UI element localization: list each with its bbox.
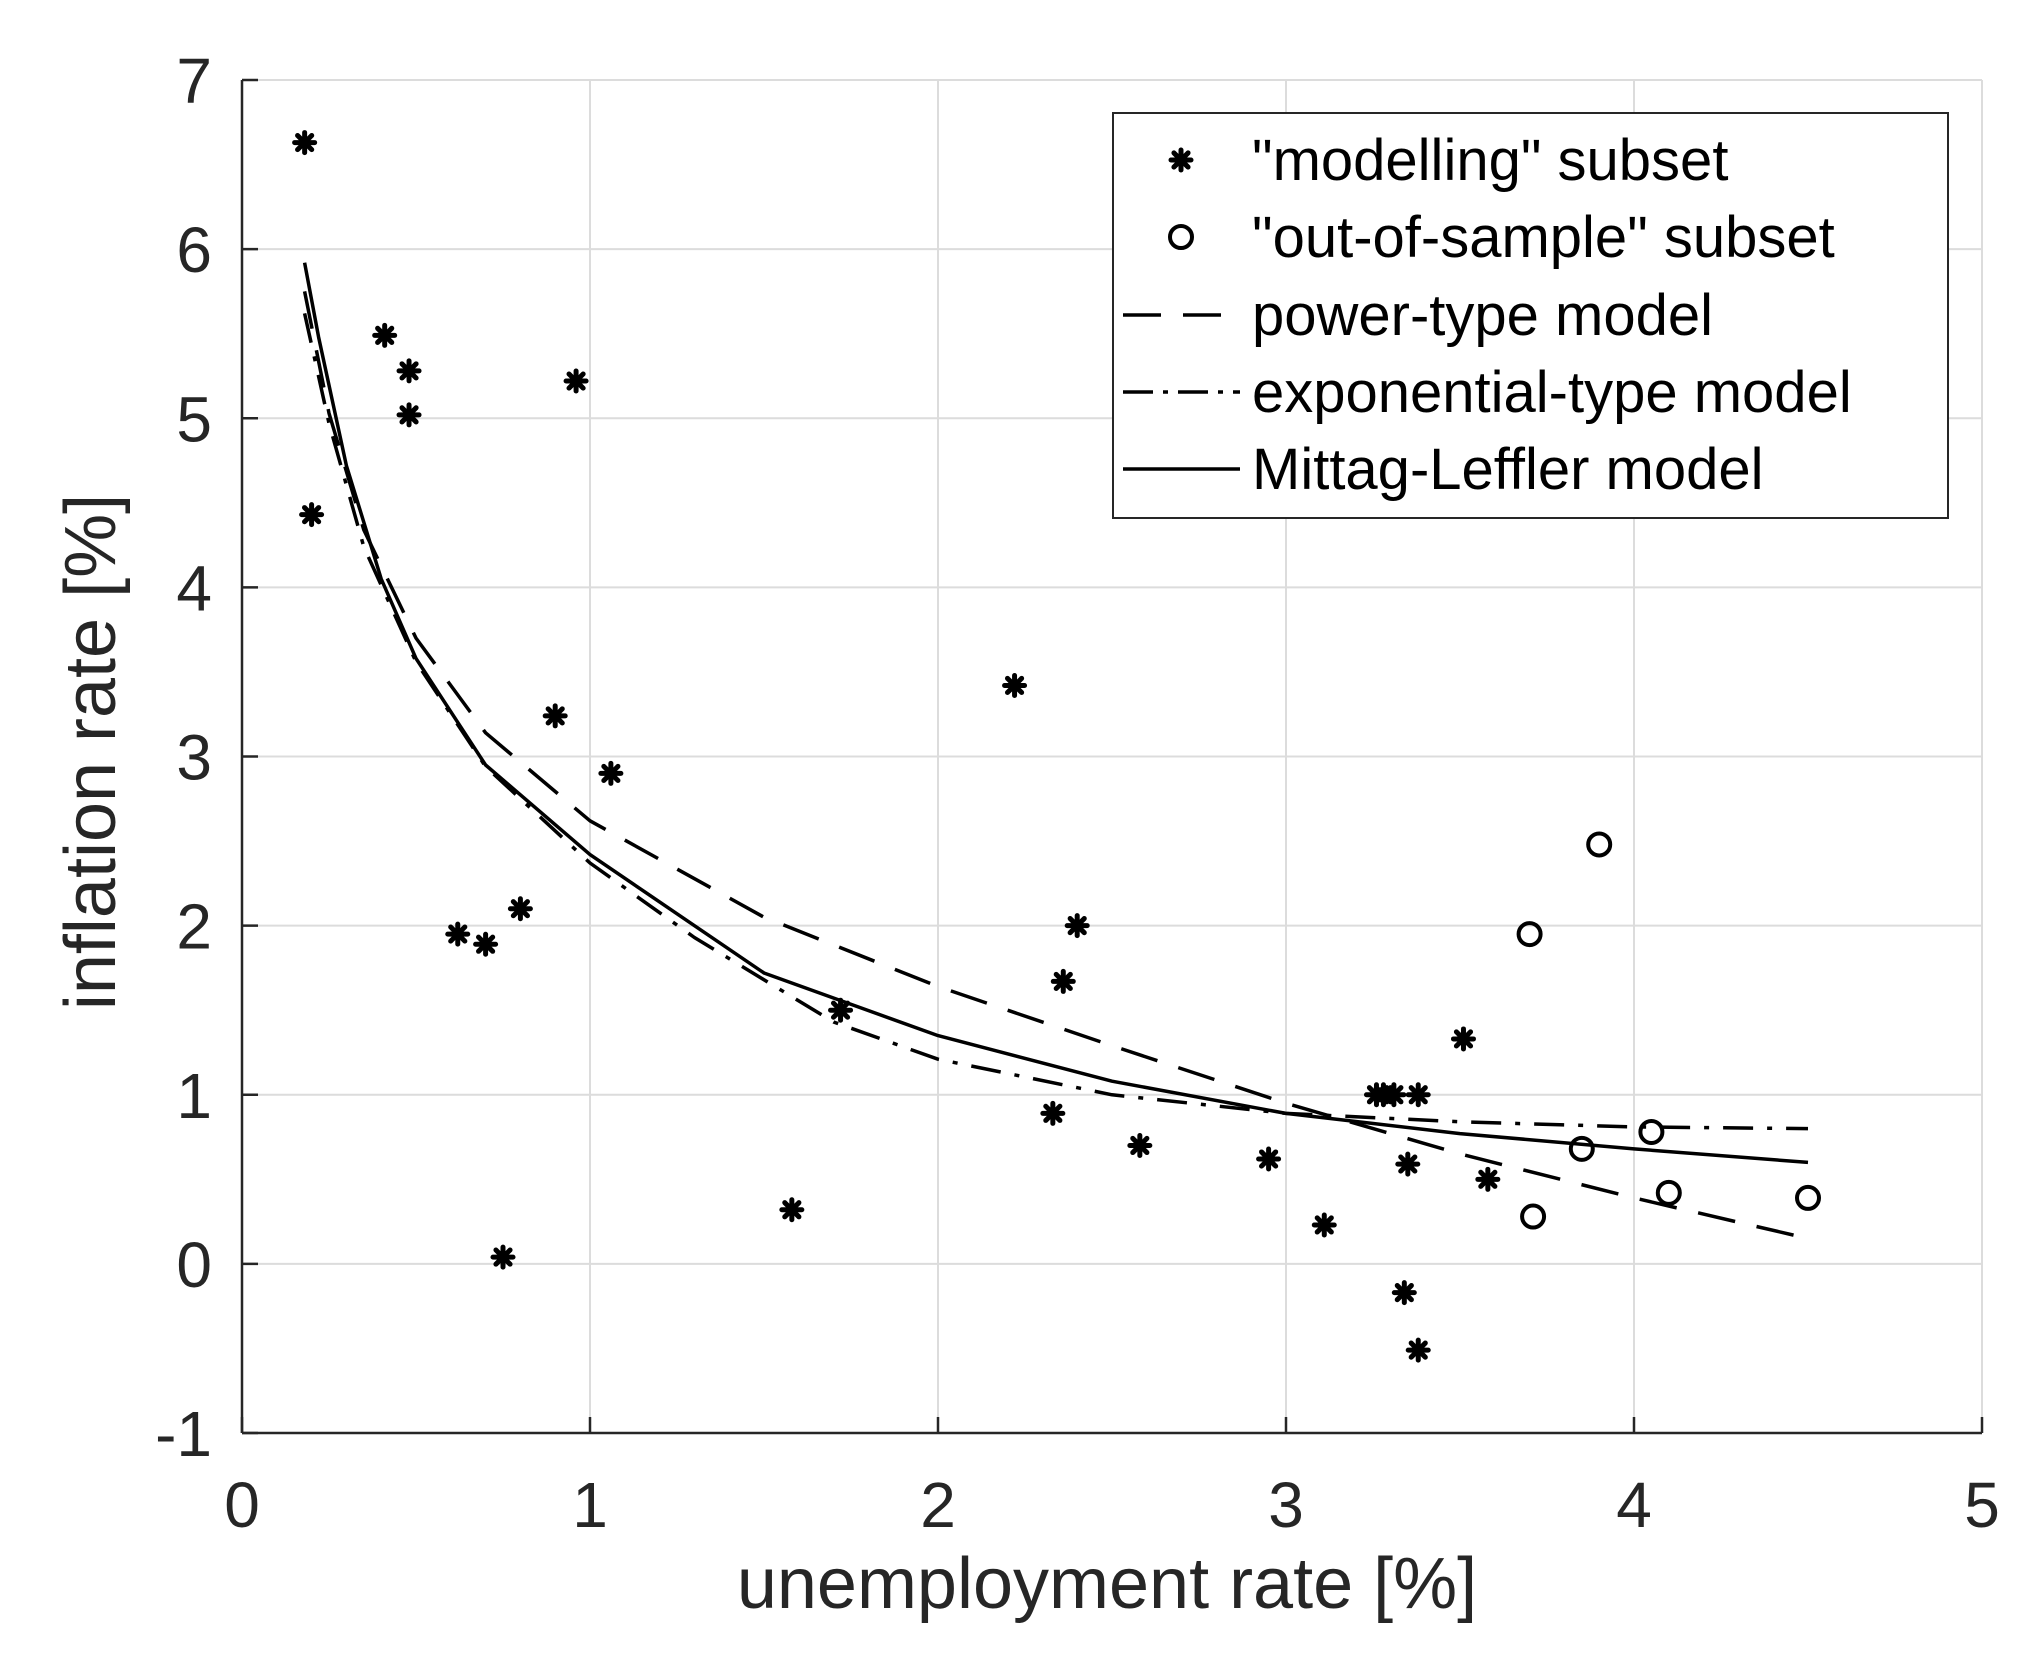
out-of-sample-point xyxy=(1568,1135,1595,1162)
legend-entry: "out-of-sample" subset xyxy=(1168,205,1835,270)
out-of-sample-point xyxy=(1638,1118,1665,1145)
modelling-point xyxy=(1127,1132,1153,1158)
y-tick-label: 4 xyxy=(176,552,212,624)
out-of-sample-point xyxy=(1586,831,1613,858)
legend-box xyxy=(1112,112,1949,519)
modelling-point xyxy=(828,997,854,1023)
modelling-point xyxy=(1002,672,1028,698)
modelling-point xyxy=(1395,1151,1421,1177)
legend-entry: Mittag-Leffler model xyxy=(1123,437,1764,502)
modelling-point xyxy=(598,760,624,786)
modelling-point xyxy=(396,402,422,428)
x-tick-label: 1 xyxy=(572,1469,608,1541)
y-axis-title: inflation rate [%] xyxy=(51,494,131,1010)
modelling-point xyxy=(490,1244,516,1270)
legend-asterisk-marker xyxy=(1168,147,1194,173)
y-tick-label: 2 xyxy=(176,891,212,963)
y-tick-label: 6 xyxy=(176,214,212,286)
modelling-point xyxy=(396,358,422,384)
y-tick-label: 1 xyxy=(176,1060,212,1132)
legend-entry: exponential-type model xyxy=(1123,360,1852,425)
modelling-point xyxy=(1391,1280,1417,1306)
modelling-point xyxy=(299,502,325,528)
modelling-point xyxy=(1405,1337,1431,1363)
modelling-point xyxy=(1475,1166,1501,1192)
legend-label: "out-of-sample" subset xyxy=(1252,205,1835,270)
legend-label: Mittag-Leffler model xyxy=(1252,437,1764,502)
out-of-sample-point xyxy=(1795,1184,1821,1211)
modelling-point xyxy=(1050,968,1076,994)
modelling-point xyxy=(292,130,318,156)
y-tick-label: 7 xyxy=(176,45,212,117)
x-axis-title: unemployment rate [%] xyxy=(737,1544,1477,1624)
y-tick-label: 0 xyxy=(176,1229,212,1301)
x-tick-label: 3 xyxy=(1268,1469,1304,1541)
modelling-point xyxy=(1064,913,1090,939)
out-of-sample-point xyxy=(1655,1179,1682,1206)
modelling-point xyxy=(563,368,589,394)
y-tick-label: 3 xyxy=(176,722,212,794)
axes xyxy=(240,78,1984,1435)
legend-entry: "modelling" subset xyxy=(1168,128,1728,193)
x-tick-label: 2 xyxy=(920,1469,956,1541)
modelling-point xyxy=(473,931,499,957)
plot-area xyxy=(292,130,1821,1363)
y-tick-label: -1 xyxy=(155,1398,212,1470)
exponential-model-line xyxy=(302,313,1809,1131)
modelling-point xyxy=(1450,1026,1476,1052)
y-tick-label: 5 xyxy=(176,383,212,455)
legend-label: "modelling" subset xyxy=(1252,128,1728,193)
modelling-point xyxy=(372,322,398,348)
modelling-point xyxy=(445,921,471,947)
modelling-point xyxy=(1256,1146,1282,1172)
power-model-line xyxy=(302,291,1809,1241)
legend-label: exponential-type model xyxy=(1252,360,1852,425)
modelling-point xyxy=(779,1197,805,1223)
out-of-sample-point xyxy=(1516,921,1543,948)
mittag-leffler-model-line xyxy=(302,262,1809,1165)
modelling-point xyxy=(1311,1212,1337,1238)
legend-entry: power-type model xyxy=(1123,283,1713,348)
x-tick-label: 5 xyxy=(1964,1469,2000,1541)
modelling-point xyxy=(1040,1100,1066,1126)
out-of-sample-point xyxy=(1520,1203,1547,1230)
modelling-point xyxy=(1381,1082,1407,1108)
legend: "modelling" subset "out-of-sample" subset… xyxy=(1112,112,1949,519)
modelling-point xyxy=(507,896,533,922)
modelling-point xyxy=(542,703,568,729)
x-tick-label: 4 xyxy=(1616,1469,1652,1541)
modelling-point xyxy=(1405,1082,1431,1108)
legend-label: power-type model xyxy=(1252,283,1713,348)
x-tick-label: 0 xyxy=(224,1469,260,1541)
legend-circle-marker xyxy=(1168,224,1194,250)
